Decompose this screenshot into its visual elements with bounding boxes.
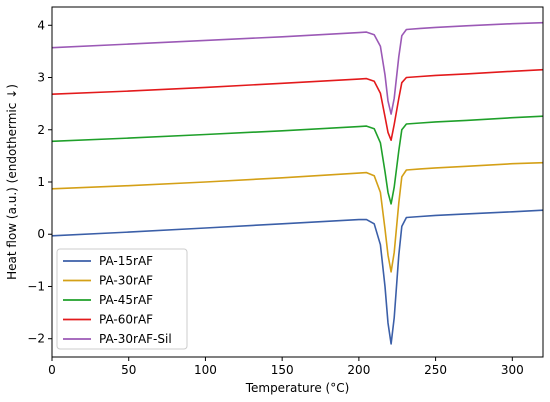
y-tick-label: 4 (37, 18, 45, 32)
series-line-2 (51, 161, 544, 273)
y-tick-label: −1 (27, 279, 45, 293)
series-line-3 (51, 115, 544, 205)
x-tick-label: 50 (121, 363, 136, 377)
legend: PA-15rAF PA-30rAF PA-45rAF PA-60rAF PA-30rAF… (56, 248, 188, 350)
series-line-4 (51, 68, 544, 141)
x-axis-label: Temperature (°C) (245, 381, 350, 395)
y-tick-label: −2 (27, 332, 45, 346)
legend-label: PA-30rAF (99, 274, 153, 288)
x-tick-label: 150 (271, 363, 294, 377)
y-tick-label: 1 (37, 175, 45, 189)
y-ticks: −2 −1 0 1 2 3 4 (27, 18, 52, 346)
legend-label: PA-15rAF (99, 254, 153, 268)
x-tick-label: 100 (194, 363, 217, 377)
series-layer (51, 21, 544, 345)
x-tick-label: 200 (347, 363, 370, 377)
legend-box (56, 248, 188, 350)
y-axis-label: Heat flow (a.u.) (endothermic ↓) (5, 84, 19, 280)
legend-label: PA-45rAF (99, 293, 153, 307)
series-line-1 (51, 209, 544, 345)
y-tick-label: 2 (37, 123, 45, 137)
x-tick-label: 300 (501, 363, 524, 377)
y-tick-label: 0 (37, 227, 45, 241)
x-ticks: 0 50 100 150 200 250 300 (48, 357, 524, 377)
legend-label: PA-30rAF-Sil (99, 332, 172, 346)
series-line-5 (51, 21, 544, 115)
x-tick-label: 0 (48, 363, 56, 377)
x-tick-label: 250 (424, 363, 447, 377)
y-tick-label: 3 (37, 71, 45, 85)
axes-layer: 0 50 100 150 200 250 300 −2 −1 0 1 2 3 4 Temperature… (5, 6, 544, 395)
legend-label: PA-60rAF (99, 313, 153, 327)
